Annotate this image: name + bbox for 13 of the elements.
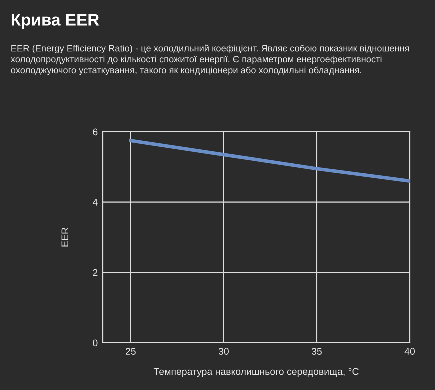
x-tick-label: 35 <box>312 348 322 355</box>
x-tick-label: 40 <box>404 348 416 355</box>
x-tick-label: 25 <box>126 348 136 355</box>
x-tick-label: 30 <box>218 348 229 355</box>
x-axis-title: Температура навколишнього середовища, °C <box>154 368 359 378</box>
chart-title: Крива EER <box>12 14 100 30</box>
y-tick-label: 6 <box>93 128 98 136</box>
y-axis-title: EER <box>62 228 68 247</box>
y-tick-label: 2 <box>93 269 98 276</box>
chart-subtitle: EER (Energy Efficiency Ratio) - це холодильний коефіцієнт. Являє собою показник відношення холодопродуктивності до кількості спожитої енергії. Є параметром енергоефективності охолоджуючого устаткування, такого як кондиціонери або холодильні обладнання. <box>10 44 410 76</box>
line-series <box>129 139 410 183</box>
y-tick-label: 0 <box>93 340 98 347</box>
y-tick-label: 4 <box>92 199 98 206</box>
